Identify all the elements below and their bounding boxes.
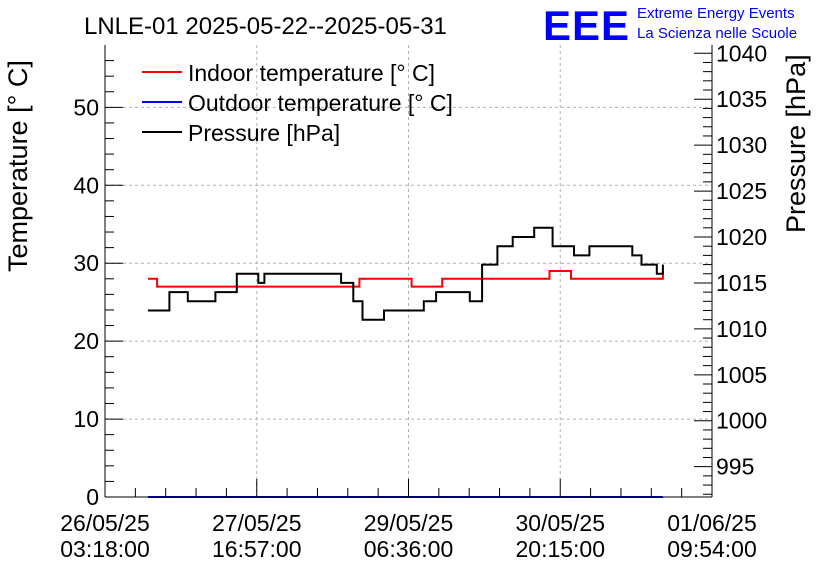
y-axis-left-label: Temperature [° C] [3,60,33,272]
legend-label-outdoor: Outdoor temperature [° C] [188,90,453,116]
chart-title: LNLE-01 2025-05-22--2025-05-31 [84,13,447,40]
y-right-tick-label: 1015 [716,270,767,296]
tick-labels: 0102030405099510001005101010151020102510… [60,40,767,562]
y-left-tick-label: 40 [73,172,99,198]
y-right-tick-label: 1030 [716,132,767,158]
axes [104,45,713,498]
y-right-tick-label: 1005 [716,362,767,388]
series-pressure [147,226,664,321]
eee-logo: EEE Extreme Energy Events La Scienza nel… [543,2,797,49]
y-right-tick-label: 1020 [716,224,767,250]
x-tick-label-time: 16:57:00 [212,536,302,562]
x-tick-label-time: 09:54:00 [667,536,757,562]
y-left-tick-label: 20 [73,328,99,354]
x-tick-label-time: 03:18:00 [60,536,150,562]
legend: Indoor temperature [° C] Outdoor tempera… [142,60,453,146]
y-right-tick-label: 1040 [716,40,767,66]
y-right-tick-label: 995 [716,454,754,480]
y-right-tick-label: 1010 [716,316,767,342]
series-layer [147,226,664,498]
y-right-tick-label: 1000 [716,408,767,434]
x-tick-label-time: 06:36:00 [364,536,454,562]
y-left-tick-label: 0 [86,484,99,510]
x-tick-label-time: 20:15:00 [515,536,605,562]
y-left-tick-label: 10 [73,406,99,432]
y-right-tick-label: 1035 [716,86,767,112]
eee-logo-line1: Extreme Energy Events [637,5,795,22]
x-tick-label-date: 01/06/25 [667,510,757,536]
x-tick-label-date: 29/05/25 [364,510,454,536]
x-tick-label-date: 30/05/25 [515,510,605,536]
y-axis-right-label: Pressure [hPa] [781,54,811,233]
legend-label-indoor: Indoor temperature [° C] [188,60,435,86]
y-left-tick-label: 30 [73,250,99,276]
legend-label-pressure: Pressure [hPa] [188,120,340,146]
x-tick-label-date: 26/05/25 [60,510,150,536]
x-tick-label-date: 27/05/25 [212,510,302,536]
y-left-tick-label: 50 [73,94,99,120]
eee-logo-mark: EEE [543,2,630,49]
y-right-tick-label: 1025 [716,178,767,204]
series-indoor-temperature [147,270,664,288]
eee-logo-line2: La Scienza nelle Scuole [637,25,797,42]
